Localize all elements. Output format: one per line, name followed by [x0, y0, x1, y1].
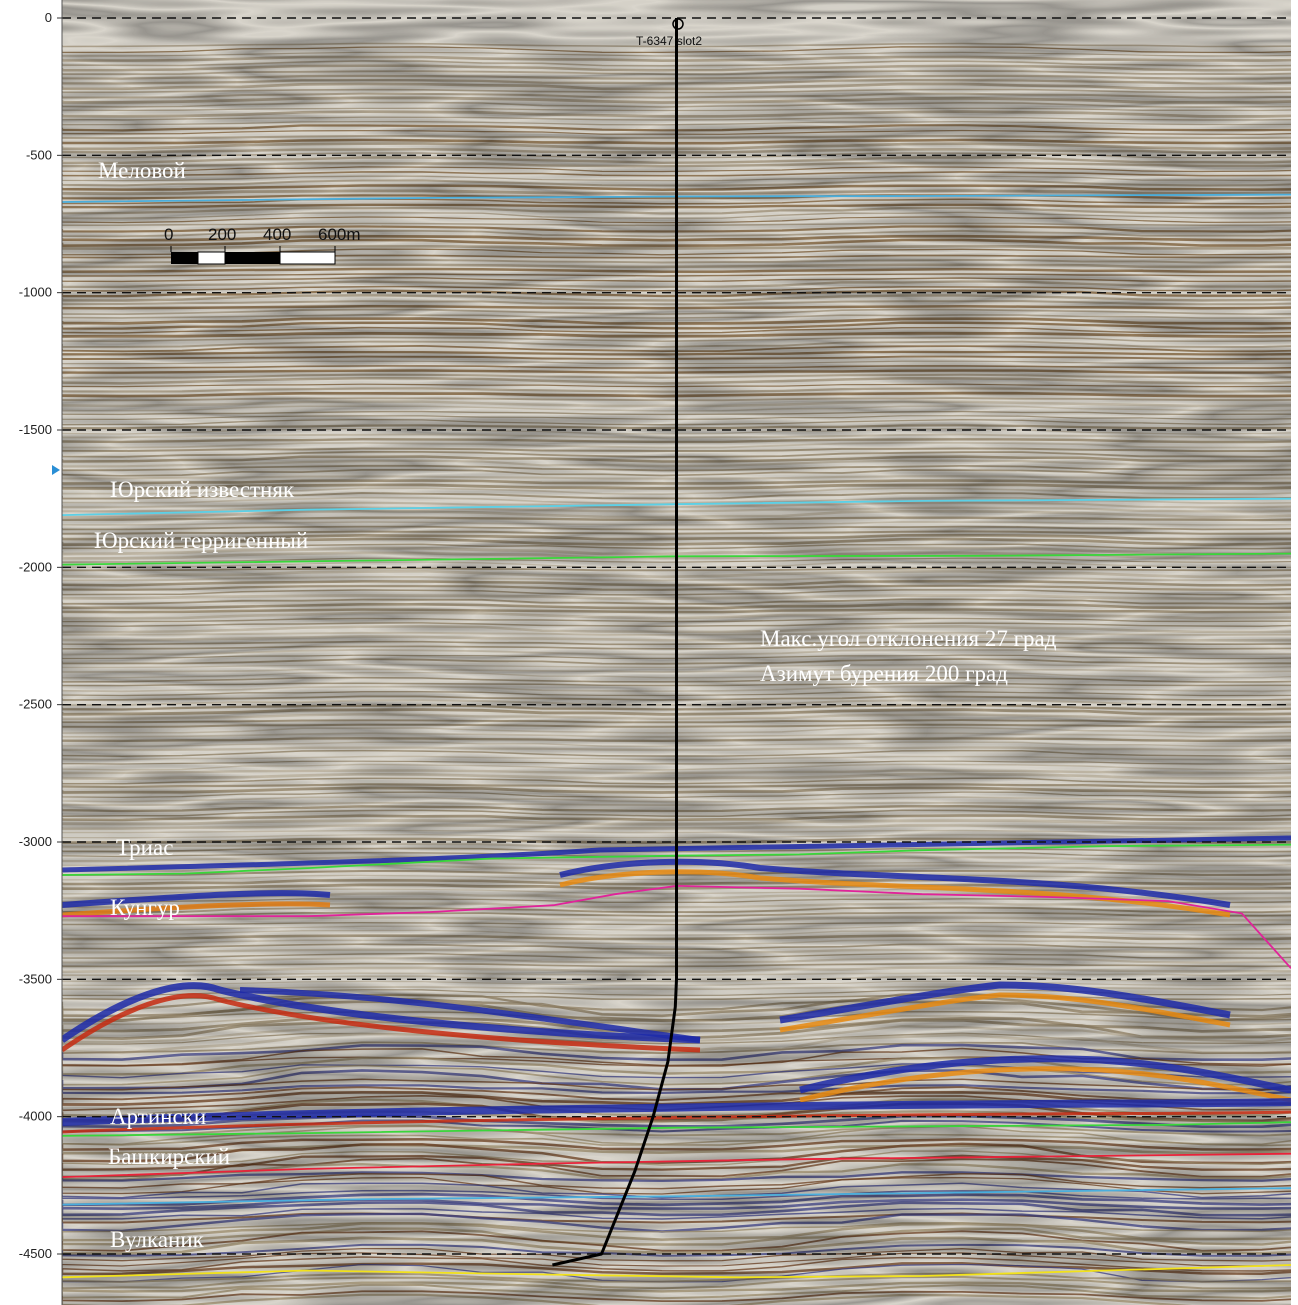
- strong-reflector: [62, 993, 701, 1053]
- well-trajectory: [552, 18, 678, 1267]
- y-tick-label: -1500: [19, 422, 52, 437]
- strong-events: [62, 835, 1291, 1134]
- y-tick-label: -1000: [19, 285, 52, 300]
- strong-reflector: [779, 981, 1231, 1024]
- y-tick-label: -3000: [19, 834, 52, 849]
- horizon-label-artinsk: Артински: [110, 1104, 206, 1129]
- annotation-azimuth: Азимут бурения 200 град: [760, 661, 1008, 686]
- strong-reflector: [62, 890, 331, 908]
- strong-reflector: [62, 901, 331, 918]
- well-path-line: [552, 18, 678, 1267]
- strong-reflector: [559, 858, 1231, 908]
- y-tick-label: -2500: [19, 697, 52, 712]
- horizon-line: [62, 1152, 1291, 1178]
- y-axis-ticks: 0 -500 -1000 -1500 -2000 -2500 -3000 -3500 -4000…: [19, 10, 62, 1261]
- horizon-line: [62, 884, 1291, 969]
- strong-reflector: [62, 982, 701, 1044]
- horizon-label-kungur: Кунгур: [110, 895, 180, 920]
- well-head-icon[interactable]: [672, 18, 684, 30]
- strong-reflector: [799, 1066, 1291, 1103]
- horizon-line: [62, 1121, 1291, 1137]
- scale-label-400: 400: [263, 225, 291, 244]
- scale-label-200: 200: [208, 225, 236, 244]
- y-tick-label: -2000: [19, 559, 52, 574]
- horizon-line: [62, 1187, 1291, 1206]
- scale-bar: 0 200 400 600m: [164, 225, 361, 265]
- horizon-labels: Меловой Юрский известняк Юрский терриген…: [94, 158, 308, 1252]
- horizon-line: [62, 1264, 1291, 1279]
- strong-reflector: [779, 992, 1231, 1033]
- strong-reflector: [559, 869, 1231, 918]
- strong-reflector: [239, 987, 701, 1043]
- y-tick-label: -4000: [19, 1109, 52, 1124]
- depth-grid: [62, 17, 1291, 1255]
- strong-reflector: [62, 1110, 1291, 1134]
- strong-reflector: [62, 1098, 1291, 1126]
- horizon-label-volcanic: Вулканик: [110, 1227, 205, 1252]
- horizon-label-jurassic-terrigenous: Юрский терригенный: [94, 528, 308, 553]
- horizon-label-jurassic-limestone: Юрский известняк: [110, 477, 295, 502]
- y-tick-label: -4500: [19, 1246, 52, 1261]
- scale-label-600m: 600m: [318, 225, 361, 244]
- horizon-label-cretaceous: Меловой: [98, 158, 186, 183]
- well-name-label: T-6347 slot2: [636, 34, 702, 48]
- y-tick-label: -500: [26, 147, 52, 162]
- y-tick-label: -3500: [19, 971, 52, 986]
- horizon-label-triassic: Триас: [116, 835, 173, 860]
- current-depth-marker-icon[interactable]: [52, 465, 60, 475]
- strong-reflector: [62, 835, 1291, 873]
- y-tick-label: 0: [45, 10, 52, 25]
- annotation-max-angle: Макс.угол отклонения 27 град: [760, 626, 1057, 651]
- horizon-label-bashkir: Башкирский: [108, 1144, 230, 1169]
- scale-label-0: 0: [164, 225, 173, 244]
- strong-reflector: [799, 1055, 1291, 1094]
